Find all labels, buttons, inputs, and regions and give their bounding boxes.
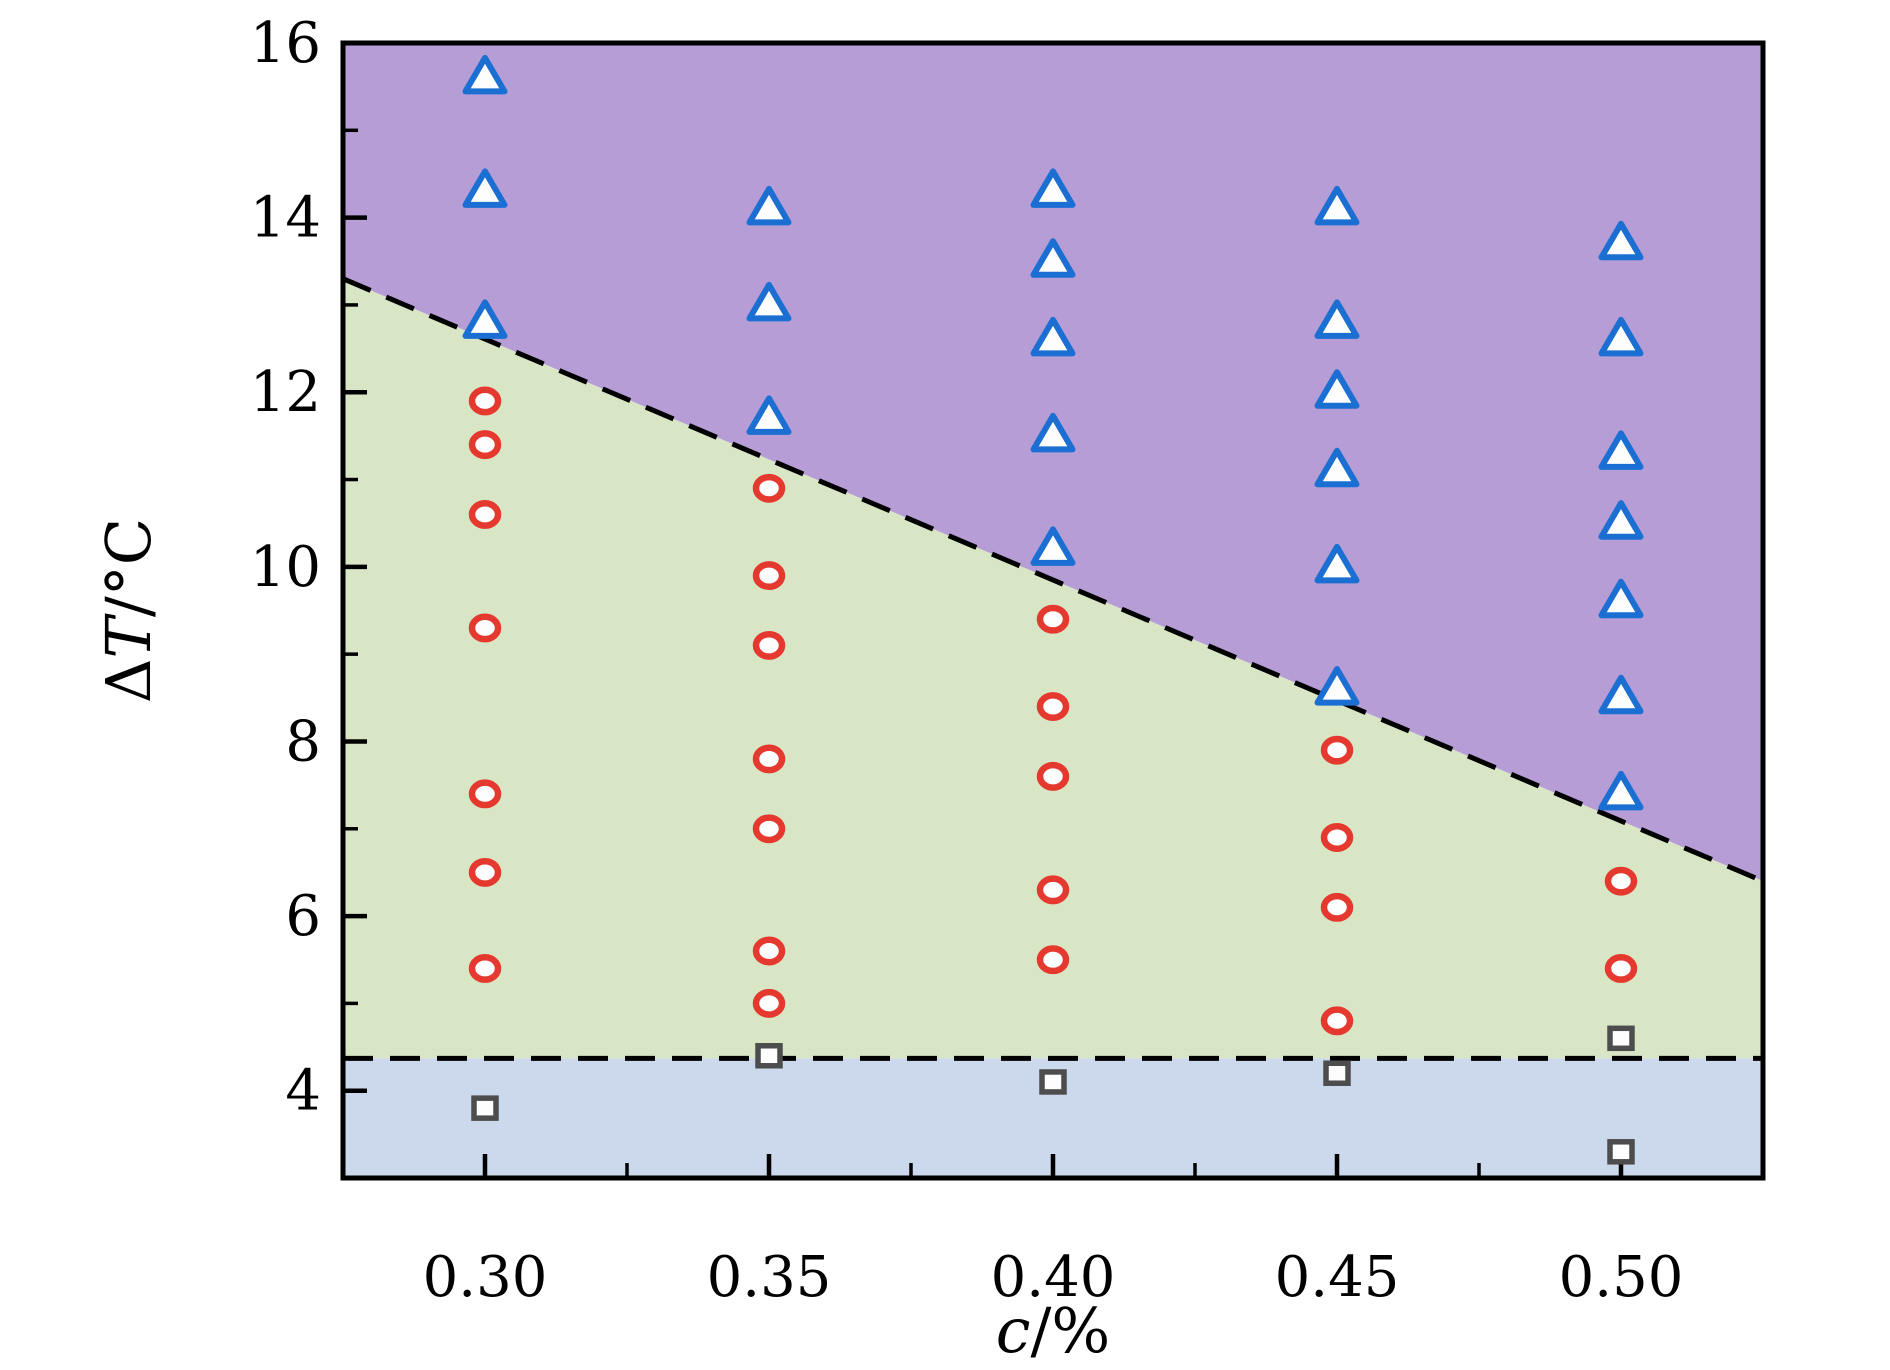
- region-upper-purple: [343, 43, 1763, 882]
- triangle-marker: [462, 54, 508, 95]
- y-axis-label: ΔT/°C: [92, 518, 165, 703]
- y-tick-label: 4: [285, 1059, 321, 1124]
- circle-marker: [468, 954, 502, 983]
- x-tick-label: 0.30: [423, 1245, 548, 1310]
- circle-marker: [1320, 1006, 1354, 1036]
- triangle-marker: [1598, 220, 1644, 261]
- phase-boundary-diagonal: [342, 276, 1764, 884]
- triangle-marker: [1598, 770, 1644, 811]
- square-marker: [471, 1095, 499, 1121]
- square-marker: [1323, 1060, 1351, 1086]
- square-marker: [755, 1043, 783, 1069]
- triangle-marker: [1030, 412, 1076, 453]
- x-tick-label: 0.35: [707, 1245, 832, 1310]
- circle-marker: [752, 936, 786, 966]
- circle-marker: [752, 988, 786, 1018]
- triangle-marker: [746, 185, 792, 226]
- y-tick-label: 10: [250, 535, 321, 600]
- x-tick-label: 0.40: [991, 1245, 1116, 1310]
- square-marker: [1039, 1069, 1067, 1095]
- circle-marker: [468, 500, 502, 529]
- circle-marker: [468, 857, 502, 887]
- y-tick-label: 6: [285, 884, 321, 949]
- square-marker: [1607, 1025, 1635, 1052]
- circle-marker: [468, 386, 502, 416]
- triangle-marker: [1030, 316, 1076, 357]
- circle-marker: [1036, 692, 1070, 721]
- y-tick-label: 8: [285, 709, 321, 774]
- circle-marker: [1604, 866, 1638, 896]
- circle-marker: [752, 814, 786, 844]
- plot-frame: [340, 40, 1766, 1181]
- circle-marker: [1036, 761, 1070, 791]
- triangle-marker: [1030, 168, 1076, 208]
- circle-marker: [1036, 604, 1070, 634]
- triangle-marker: [1598, 430, 1644, 470]
- region-middle-green: [343, 278, 1763, 1059]
- circle-marker: [468, 430, 502, 460]
- triangle-marker: [1030, 238, 1076, 278]
- circle-marker: [752, 473, 786, 503]
- circle-marker: [1320, 823, 1354, 852]
- triangle-marker: [1314, 369, 1360, 409]
- triangle-marker: [1598, 578, 1644, 619]
- x-axis-label: c/%: [996, 1294, 1111, 1367]
- triangle-marker: [746, 281, 792, 322]
- triangle-marker: [1314, 185, 1360, 226]
- circle-marker: [1036, 875, 1070, 905]
- triangle-marker: [1314, 666, 1360, 706]
- circle-marker: [468, 779, 502, 809]
- triangle-marker: [462, 299, 508, 339]
- circle-marker: [752, 630, 786, 660]
- region-lower-blue: [343, 1058, 1763, 1178]
- triangle-marker: [462, 168, 508, 208]
- x-tick-label: 0.50: [1559, 1245, 1684, 1310]
- triangle-marker: [746, 395, 792, 435]
- circle-marker: [752, 561, 786, 591]
- triangle-marker: [1314, 299, 1360, 339]
- triangle-marker: [1598, 500, 1644, 540]
- x-tick-label: 0.45: [1275, 1245, 1400, 1310]
- circle-marker: [1604, 954, 1638, 983]
- circle-marker: [468, 613, 502, 643]
- circle-marker: [1036, 945, 1070, 975]
- triangle-marker: [1030, 526, 1076, 566]
- square-marker: [1607, 1139, 1635, 1165]
- circle-marker: [752, 744, 786, 774]
- circle-marker: [1320, 735, 1354, 765]
- triangle-marker: [1598, 316, 1644, 357]
- triangle-marker: [1598, 674, 1644, 715]
- circle-marker: [1320, 892, 1354, 922]
- triangle-marker: [1314, 447, 1360, 488]
- triangle-marker: [1314, 543, 1360, 584]
- y-tick-label: 12: [250, 360, 321, 425]
- y-tick-label: 14: [250, 186, 321, 251]
- y-tick-label: 16: [250, 11, 321, 76]
